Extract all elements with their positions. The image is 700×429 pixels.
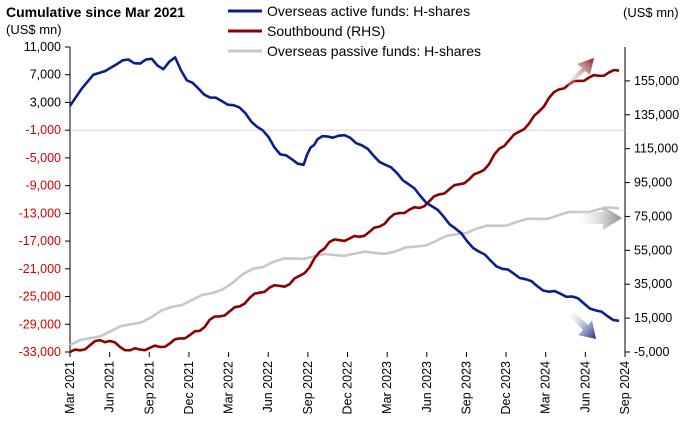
- axes: [69, 47, 626, 352]
- series-line-0: [68, 56, 620, 323]
- x-tick-label: Sep 2024: [618, 361, 632, 415]
- right-tick-label: 55,000: [634, 243, 672, 257]
- chart-title: Cumulative since Mar 2021: [6, 4, 185, 20]
- x-tick-label: Mar 2022: [222, 361, 236, 414]
- trend-arrows: [566, 58, 622, 339]
- right-tick-label: 35,000: [634, 277, 672, 291]
- right-tick-label: 155,000: [634, 74, 679, 88]
- left-tick-label: -33,000: [19, 345, 61, 359]
- series-layer: [68, 56, 620, 354]
- series-line-1: [69, 68, 620, 354]
- x-tick-label: Mar 2024: [539, 361, 553, 414]
- legend: Overseas active funds: H-shares Southbou…: [228, 3, 481, 59]
- right-axis-ticks: 155,000 135,000 115,000 95,000 75,000 55,000 3…: [625, 74, 679, 359]
- x-tick-label: Sep 2021: [142, 361, 156, 415]
- x-tick-label: Sep 2022: [301, 361, 315, 415]
- trend-arrow-up-icon: [566, 58, 594, 87]
- right-tick-label: 15,000: [634, 311, 672, 325]
- x-tick-label: Jun 2021: [103, 361, 117, 412]
- x-tick-label: Sep 2023: [459, 361, 473, 415]
- left-tick-label: 11,000: [24, 40, 61, 54]
- x-tick-label: Dec 2022: [341, 361, 355, 415]
- right-tick-label: 95,000: [634, 176, 672, 190]
- left-tick-label: -9,000: [26, 179, 61, 193]
- left-tick-label: -21,000: [19, 262, 61, 276]
- trend-arrow-right-icon: [576, 206, 622, 230]
- x-tick-label: Mar 2023: [380, 361, 394, 414]
- legend-label-southbound: Southbound (RHS): [267, 23, 385, 39]
- x-tick-label: Mar 2021: [63, 361, 77, 414]
- x-tick-label: Dec 2023: [499, 361, 513, 415]
- x-tick-label: Jun 2024: [578, 361, 592, 412]
- right-tick-label: -5,000: [634, 345, 669, 359]
- right-axis-unit: (US$ mn): [623, 5, 679, 20]
- left-tick-label: -29,000: [19, 317, 61, 331]
- x-tick-label: Dec 2021: [182, 361, 196, 415]
- legend-label-passive: Overseas passive funds: H-shares: [267, 43, 481, 59]
- left-tick-label: 3,000: [30, 95, 61, 109]
- left-tick-label: -25,000: [19, 290, 61, 304]
- legend-label-active: Overseas active funds: H-shares: [267, 3, 470, 19]
- right-tick-label: 135,000: [634, 108, 679, 122]
- right-tick-label: 75,000: [634, 209, 672, 223]
- x-axis-ticks: Mar 2021 Jun 2021 Sep 2021 Dec 2021 Mar 2022…: [63, 352, 632, 415]
- series-line-2: [69, 206, 620, 347]
- left-tick-label: -5,000: [26, 151, 61, 165]
- left-tick-label: -13,000: [19, 206, 61, 220]
- left-tick-label: -1,000: [26, 123, 61, 137]
- left-tick-label: -17,000: [19, 234, 61, 248]
- left-axis-unit: (US$ mn): [6, 22, 62, 37]
- left-axis-ticks: 11,000 7,000 3,000 -1,000 -5,000 -9,000 -13,00…: [19, 40, 70, 359]
- trend-arrow-down-icon: [569, 311, 596, 339]
- left-tick-label: 7,000: [30, 68, 61, 82]
- x-tick-label: Jun 2023: [420, 361, 434, 412]
- x-tick-label: Jun 2022: [261, 361, 275, 412]
- right-tick-label: 115,000: [634, 142, 678, 156]
